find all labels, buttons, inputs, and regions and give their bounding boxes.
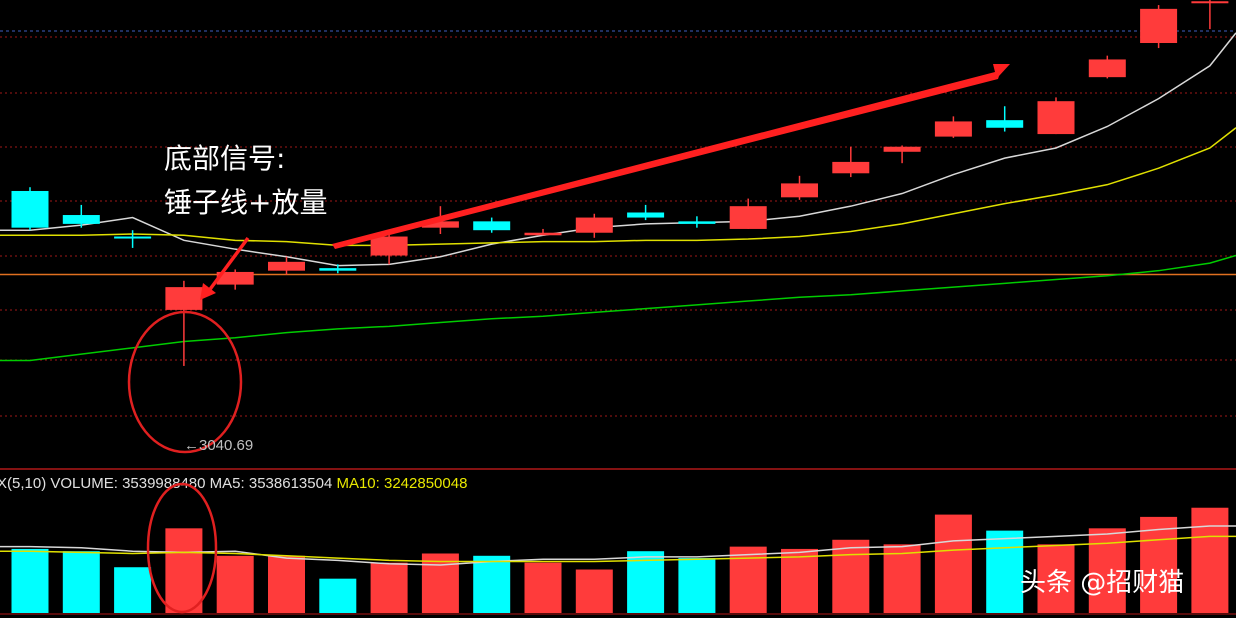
candle [729, 198, 767, 229]
volume-bar [1037, 544, 1075, 613]
candle [165, 280, 203, 366]
volume-bar [627, 551, 665, 613]
volume-bar [319, 578, 357, 613]
candle-body [11, 190, 49, 228]
candle [319, 264, 357, 274]
annotation-line-1: 底部信号: [164, 142, 285, 175]
candle [62, 204, 100, 228]
candle-body [268, 261, 305, 271]
volume-bars [0, 507, 1236, 615]
volume-bar [421, 553, 459, 613]
candle-body [1088, 59, 1126, 78]
candle [883, 145, 921, 164]
candle [678, 216, 716, 228]
candlesticks [11, 0, 1229, 366]
volume-header: X(5,10) VOLUME: 3539988480 MA5: 35386135… [0, 475, 467, 492]
candle-body [216, 271, 254, 285]
candle-body [986, 120, 1024, 128]
candle-body [62, 215, 100, 224]
candle [1140, 5, 1178, 49]
candle-body [473, 221, 511, 231]
volume-ma-line-2 [0, 535, 1236, 563]
trend-arrow [332, 64, 1010, 249]
price-gridlines [0, 30, 1236, 417]
volume-bar [268, 555, 305, 613]
candle-body [1191, 1, 1229, 4]
candle-body [729, 206, 767, 229]
volume-bar [832, 539, 870, 613]
candle [1037, 97, 1075, 135]
signal-arrow [206, 236, 250, 294]
candle [986, 106, 1024, 132]
volume-highlight-circle [146, 482, 218, 614]
candle [370, 230, 408, 265]
candle [216, 269, 254, 290]
candle-body [934, 121, 972, 137]
ma10-value: 3242850048 [384, 475, 467, 492]
candle-body [1140, 8, 1178, 44]
candle-body [678, 221, 716, 224]
candle [1088, 55, 1126, 79]
candle-body [421, 221, 459, 228]
volume-bar [883, 544, 921, 613]
price-ma-line-2 [0, 127, 1236, 247]
volume-bar [678, 558, 716, 613]
volume-bar [62, 551, 100, 613]
candle [627, 204, 665, 221]
candle [524, 228, 562, 236]
candle-body [1037, 101, 1075, 135]
hammer-highlight-circle [127, 310, 243, 454]
volume-bar [11, 548, 49, 613]
candle [1191, 0, 1229, 30]
candle [575, 213, 613, 238]
candle-body [165, 287, 203, 310]
price-ma-line-3 [0, 254, 1236, 362]
volume-bar [986, 530, 1024, 613]
candle-body [524, 232, 562, 236]
candle-body [575, 217, 613, 233]
volume-label: VOLUME: [50, 475, 118, 492]
candle [934, 116, 972, 138]
volume-bar [729, 546, 767, 613]
price-ma-line-1 [0, 32, 1236, 267]
candle-body [627, 212, 665, 218]
volume-moving-average-lines [0, 525, 1236, 566]
volume-bar [370, 562, 408, 613]
volume-bar [1191, 507, 1229, 613]
low-price-label: ←3040.69 [184, 437, 253, 454]
candle [11, 187, 49, 231]
candle-body [781, 183, 818, 198]
candle [473, 217, 511, 233]
volume-bar [216, 555, 254, 613]
candle-body [319, 268, 357, 271]
volume-bar [1140, 516, 1178, 613]
volume-bar [575, 569, 613, 613]
ma5-label: MA5: [210, 475, 245, 492]
ma10-label: MA10: [336, 475, 379, 492]
candle-body [832, 161, 870, 174]
volume-bar [473, 555, 511, 613]
candle [268, 256, 305, 275]
price-moving-average-lines [0, 32, 1236, 362]
volume-bar [114, 567, 152, 613]
watermark: 头条 @招财猫 [1020, 568, 1184, 598]
volume-value: 3539988480 [122, 475, 205, 492]
signal-arrow-head [200, 283, 216, 300]
annotation-line-2: 锤子线+放量 [164, 186, 327, 219]
candle [832, 146, 870, 178]
volume-bar [165, 528, 203, 613]
candle [781, 175, 818, 200]
volume-bar [934, 514, 972, 613]
candle-body [370, 236, 408, 256]
candle [114, 230, 152, 248]
ma5-value: 3538613504 [249, 475, 332, 492]
volume-header-prefix: X(5,10) [0, 475, 46, 492]
candle-body [114, 236, 152, 239]
volume-bar [781, 548, 818, 613]
volume-bar [524, 562, 562, 613]
candle-body [883, 146, 921, 152]
